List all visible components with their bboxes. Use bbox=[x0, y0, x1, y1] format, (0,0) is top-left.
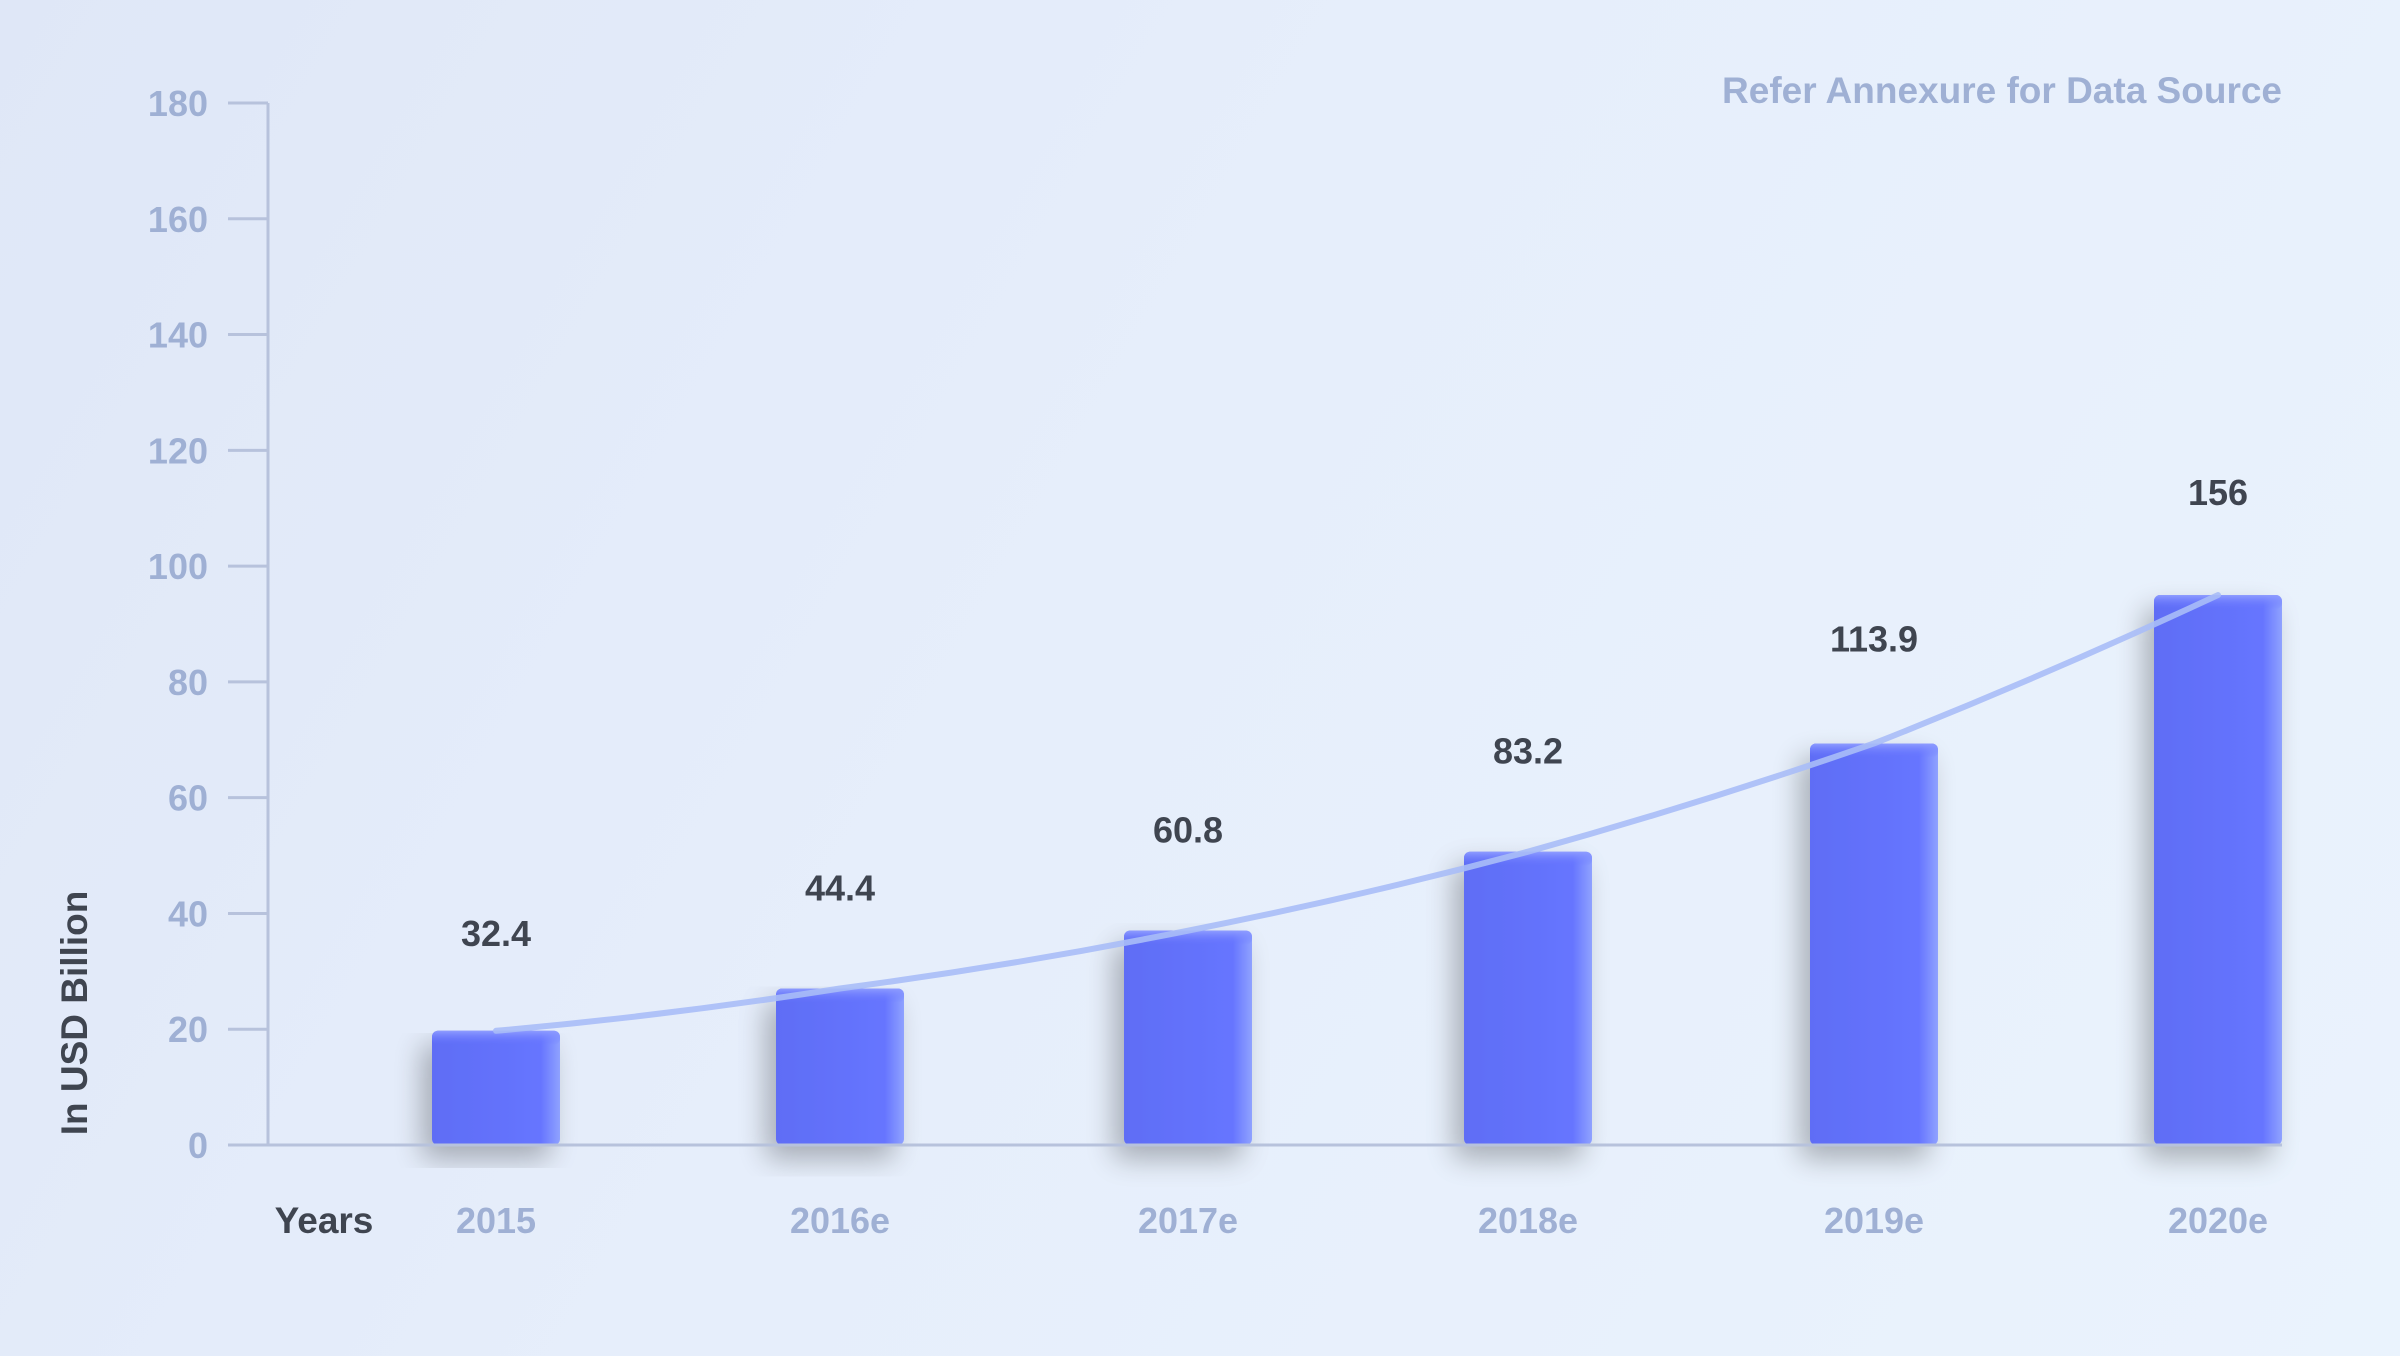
bar-cap bbox=[2154, 595, 2282, 610]
bar-body bbox=[2154, 595, 2282, 1145]
bar-2018e bbox=[1464, 851, 1592, 1145]
bar-body bbox=[432, 1030, 560, 1145]
bar-body bbox=[1810, 743, 1938, 1145]
y-tick-label: 100 bbox=[148, 546, 208, 587]
y-tick-label: 20 bbox=[168, 1009, 208, 1050]
data-label: 44.4 bbox=[805, 867, 875, 908]
bar-2016e bbox=[776, 988, 904, 1145]
x-tick-label: 2018e bbox=[1478, 1200, 1578, 1241]
bar-2017e bbox=[1124, 930, 1252, 1145]
trend-line bbox=[493, 592, 2221, 1034]
bar-body bbox=[1464, 851, 1592, 1145]
y-tick-label: 0 bbox=[188, 1125, 208, 1166]
y-axis: 0 20 40 60 80 100 120 140 160 180 bbox=[148, 83, 270, 1166]
bar-body bbox=[776, 988, 904, 1145]
bar-cap bbox=[432, 1030, 560, 1045]
y-tick-label: 40 bbox=[168, 893, 208, 934]
value-labels-group: 32.4 44.4 60.8 83.2 113.9 156 bbox=[461, 472, 2248, 954]
x-tick-label: 2016e bbox=[790, 1200, 890, 1241]
y-tick-label: 140 bbox=[148, 315, 208, 356]
y-tick-label: 120 bbox=[148, 430, 208, 471]
data-label: 113.9 bbox=[1830, 618, 1918, 659]
x-tick-label: 2017e bbox=[1138, 1200, 1238, 1241]
y-tick-label: 160 bbox=[148, 199, 208, 240]
bars-group bbox=[432, 595, 2282, 1145]
y-tick-label: 80 bbox=[168, 662, 208, 703]
data-label: 156 bbox=[2188, 472, 2248, 513]
x-tick-label: 2015 bbox=[456, 1200, 536, 1241]
bar-2019e bbox=[1810, 743, 1938, 1145]
x-axis: 2015 2016e 2017e 2018e 2019e 2020e bbox=[228, 1143, 2282, 1241]
data-label: 83.2 bbox=[1493, 731, 1563, 772]
x-tick-label: 2019e bbox=[1824, 1200, 1924, 1241]
bar-2015 bbox=[432, 1030, 560, 1145]
data-label: 60.8 bbox=[1153, 810, 1223, 851]
bar-body bbox=[1124, 930, 1252, 1145]
source-note: Refer Annexure for Data Source bbox=[1722, 70, 2282, 111]
y-tick-label: 60 bbox=[168, 778, 208, 819]
x-axis-title: Years bbox=[275, 1200, 374, 1241]
data-label: 32.4 bbox=[461, 913, 531, 954]
x-tick-label: 2020e bbox=[2168, 1200, 2268, 1241]
bar-2020e bbox=[2154, 595, 2282, 1145]
y-axis-title: In USD Billion bbox=[54, 891, 95, 1136]
y-tick-label: 180 bbox=[148, 83, 208, 124]
